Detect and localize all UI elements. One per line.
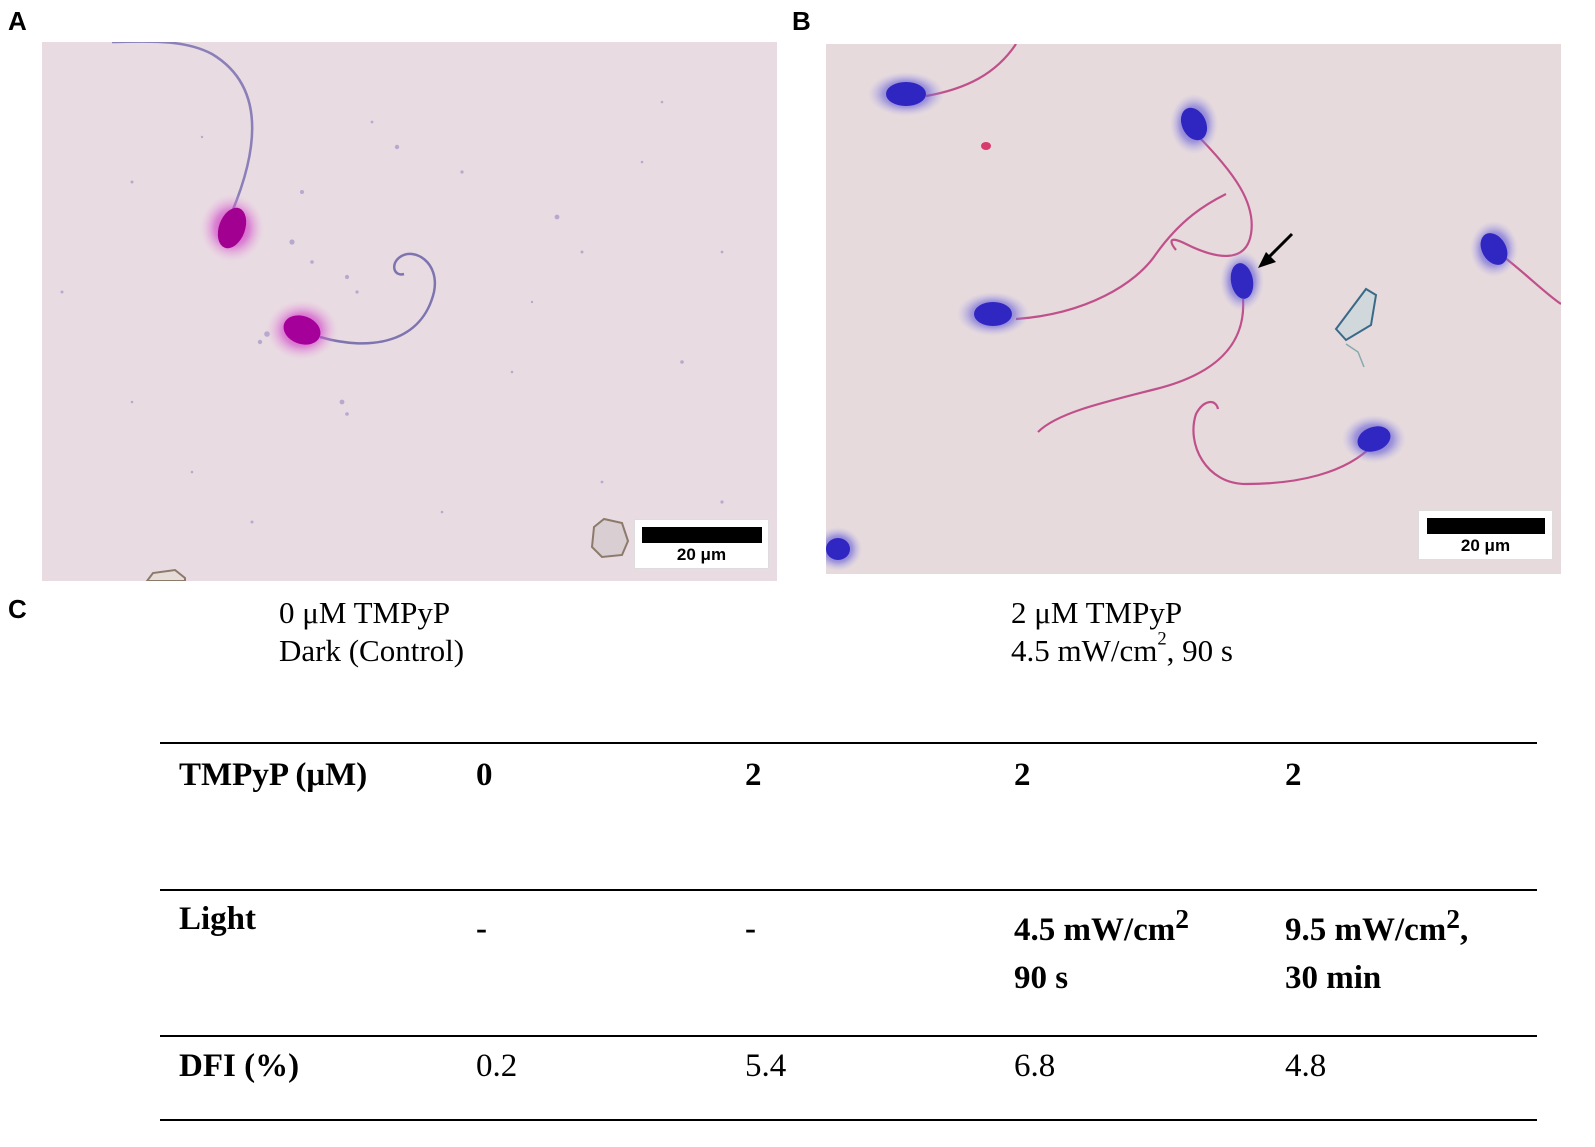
table-row-label-dfi: DFI (%) <box>179 1048 300 1084</box>
table-rule-1 <box>160 889 1537 891</box>
table-cell: 4.5 mW/cm2 90 s <box>1014 898 1189 999</box>
caption-panel-a: 0 μM TMPyP Dark (Control) <box>279 594 464 670</box>
table-cell: 2 <box>745 757 762 793</box>
scale-bar-label: 20 μm <box>1460 536 1511 555</box>
panel-b-letter: B <box>792 6 811 36</box>
table-cell: 5.4 <box>745 1048 787 1084</box>
table-cell: 6.8 <box>1014 1048 1056 1084</box>
table-row-label-light: Light <box>179 901 257 937</box>
scale-bar-panel-a: 20 μm <box>634 519 769 569</box>
scale-bar-label: 20 μm <box>676 545 727 564</box>
table-cell: 9.5 mW/cm2, 30 min <box>1285 898 1468 999</box>
scale-bar-panel-b: 20 μm <box>1418 510 1553 560</box>
table-rule-2 <box>160 1035 1537 1037</box>
table-cell: 2 <box>1014 757 1031 793</box>
table-cell: 0 <box>476 757 493 793</box>
table-row-label-tmpyp: TMPyP (μM) <box>179 757 368 793</box>
caption-a-line2: Dark (Control) <box>279 633 465 668</box>
caption-a-line1: 0 μM TMPyP <box>279 595 451 630</box>
scale-bar-line <box>1426 518 1545 534</box>
table-cell-line: 4.5 mW/cm2 <box>1014 903 1190 948</box>
panel-c-letter: C <box>8 594 27 624</box>
table-cell: - <box>745 911 756 947</box>
table-cell-line: 9.5 mW/cm2, <box>1285 903 1469 948</box>
scale-bar-line <box>641 527 762 543</box>
panel-a-letter: A <box>8 6 27 36</box>
micrograph-panel-a <box>42 42 777 581</box>
micrograph-panel-b <box>826 44 1561 574</box>
table-bottom-rule <box>160 1119 1537 1121</box>
table-cell: - <box>476 911 487 947</box>
caption-b-line2: 4.5 mW/cm2, 90 s <box>1011 628 1233 668</box>
table-cell: 0.2 <box>476 1048 518 1084</box>
table-cell-line: 90 s <box>1014 960 1069 996</box>
table-top-rule <box>160 742 1537 744</box>
table-cell: 2 <box>1285 757 1302 793</box>
table-cell: 4.8 <box>1285 1048 1327 1084</box>
caption-panel-b: 2 μM TMPyP 4.5 mW/cm2, 90 s <box>1011 594 1233 670</box>
table-cell-line: 30 min <box>1285 960 1382 996</box>
caption-b-line1: 2 μM TMPyP <box>1011 595 1183 630</box>
